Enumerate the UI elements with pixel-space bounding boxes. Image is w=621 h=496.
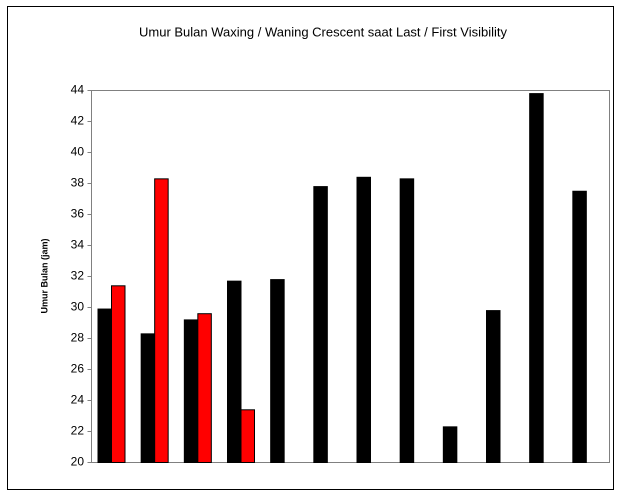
bar — [313, 186, 328, 463]
y-tick-label: 28 — [71, 331, 85, 345]
y-tick-label: 34 — [71, 238, 85, 252]
bar — [140, 333, 156, 463]
bar — [197, 313, 212, 464]
y-tick-label: 44 — [71, 83, 85, 97]
bar — [154, 178, 169, 463]
y-tick-label: 36 — [71, 207, 85, 221]
bar — [442, 426, 458, 464]
bar — [486, 310, 501, 463]
bar — [111, 285, 126, 463]
y-tick-label: 20 — [71, 455, 85, 469]
y-tick-label: 24 — [71, 393, 85, 407]
y-tick-label: 30 — [71, 300, 85, 314]
bar — [227, 280, 242, 463]
bar — [240, 409, 255, 463]
y-tick-label: 32 — [71, 269, 85, 283]
y-tick-label: 40 — [71, 145, 85, 159]
chart-title: Umur Bulan Waxing / Waning Crescent saat… — [139, 24, 507, 39]
bar — [183, 319, 199, 463]
bar — [97, 308, 112, 463]
y-tick-label: 42 — [71, 114, 85, 128]
y-tick-label: 26 — [71, 362, 85, 376]
y-tick-label: 22 — [71, 424, 85, 438]
y-tick-label: 38 — [71, 176, 85, 190]
bar — [572, 190, 587, 463]
bar — [356, 176, 371, 464]
y-axis-label: Umur Bulan (jam) — [39, 238, 49, 313]
bar — [399, 178, 415, 463]
bar — [270, 279, 285, 463]
bar — [529, 93, 544, 463]
